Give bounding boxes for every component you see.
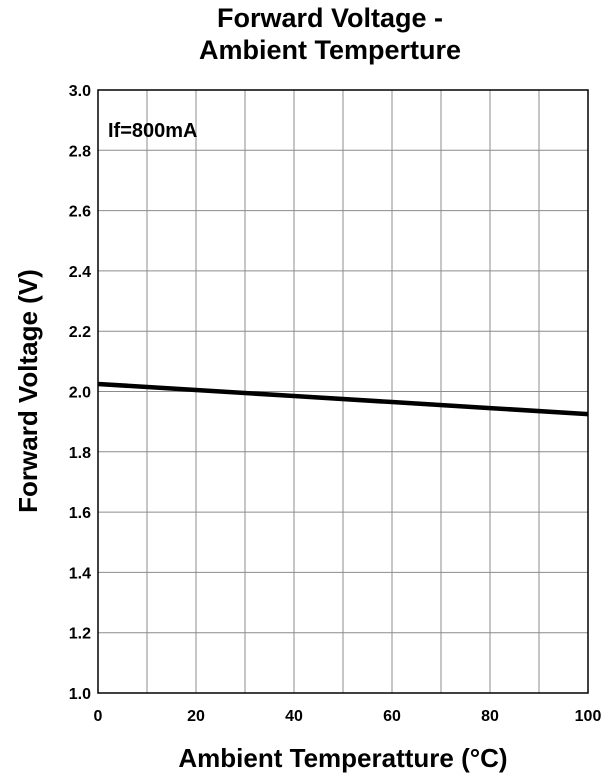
series-group [97, 381, 589, 417]
grid-lines [98, 90, 588, 693]
x-tick-label: 100 [575, 708, 602, 725]
y-tick-label: 3.0 [69, 83, 91, 100]
chart-title-line-2: Ambient Temperture [198, 35, 462, 65]
x-tick-label: 0 [94, 708, 103, 725]
x-tick-label: 60 [383, 708, 401, 725]
series-line [97, 381, 589, 417]
y-tick-label: 1.0 [69, 686, 91, 703]
current-annotation: If=800mA [108, 120, 198, 142]
y-axis-label: Forward Voltage (V) [13, 269, 43, 513]
chart-title-line-1: Forward Voltage - [216, 3, 444, 33]
y-tick-label: 2.6 [69, 204, 91, 221]
x-axis-label: Ambient Temperatture (°C) [178, 743, 507, 773]
x-tick-label: 20 [187, 708, 205, 725]
y-tick-label: 1.8 [69, 445, 91, 462]
x-tick-label: 40 [285, 708, 303, 725]
x-axis-tick-labels: 0 20 40 60 80 100 [94, 708, 602, 725]
y-axis-tick-labels: 1.0 1.2 1.4 1.6 1.8 2.0 2.2 2.4 2.6 2.8 3.0 [69, 83, 91, 703]
y-tick-label: 2.4 [69, 264, 91, 281]
y-tick-label: 1.6 [69, 505, 91, 522]
chart-title: Forward Voltage - Ambient Temperture [0, 2, 609, 66]
y-tick-label: 2.0 [69, 385, 91, 402]
y-tick-label: 1.4 [69, 565, 91, 582]
y-tick-label: 2.2 [69, 324, 91, 341]
y-tick-label: 2.8 [69, 143, 91, 160]
x-tick-label: 80 [481, 708, 499, 725]
y-tick-label: 1.2 [69, 626, 91, 643]
plot-frame [97, 89, 589, 694]
